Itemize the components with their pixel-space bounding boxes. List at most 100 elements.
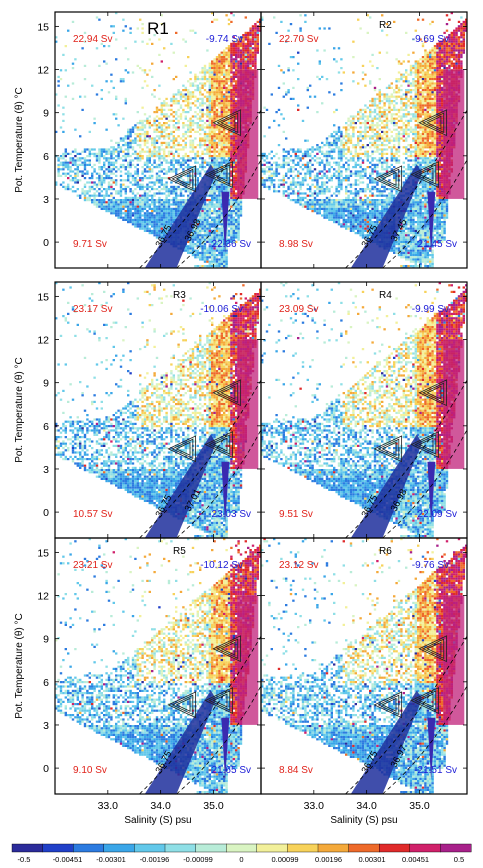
triangle-marker (373, 691, 403, 719)
triangle-marker (373, 165, 403, 193)
high-salinity-column (443, 69, 465, 199)
x-axis-title: Salinity (S) psu (124, 815, 191, 826)
isopycnal-line (176, 684, 261, 794)
panel-title: R6 (379, 546, 392, 557)
panel-title: R2 (379, 20, 392, 31)
triangle-marker (220, 385, 236, 400)
colorbar-label: 0.00099 (271, 855, 298, 864)
transport-top-right: -9.99 Sv (412, 304, 449, 315)
colorbar-swatch (164, 843, 197, 853)
colorbar-swatch (348, 843, 380, 853)
dense-water-tongue (350, 164, 423, 268)
triangle-marker (204, 687, 233, 714)
water-mass-markers (373, 635, 447, 719)
triangle-marker (175, 441, 191, 456)
heatmap-cells (261, 538, 467, 794)
colorbar-label: -0.00301 (96, 855, 126, 864)
high-salinity-column (237, 339, 259, 469)
y-tick-label: 12 (37, 335, 49, 347)
isopycnal-line (382, 684, 467, 794)
isopycnal-line (345, 635, 467, 794)
transport-top-left: 23.21 Sv (73, 560, 112, 571)
labels-layer: R1 22.94 Sv -9.74 Sv 9.71 Sv -22.36 Sv 0 3 6 9 12… (14, 19, 457, 826)
water-mass-markers (167, 379, 241, 463)
dense-water-tongue (144, 434, 217, 538)
colorbar: -0.5 -0.00451 -0.00301 -0.00196 -0.00099 0 0.0… (11, 843, 472, 864)
density-contours (139, 635, 261, 794)
x-tick-label: 33.0 (304, 800, 325, 812)
colorbar-label: -0.00451 (53, 855, 83, 864)
y-tick-label: 6 (43, 151, 49, 163)
triangle-marker (426, 385, 442, 400)
colorbar-swatch (134, 843, 166, 853)
panel-r6: 36.75 36.97 (261, 538, 467, 794)
transport-top-left: 23.17 Sv (73, 304, 112, 315)
transport-bottom-right: -23.03 Sv (208, 509, 251, 520)
colorbar-label: 0.00451 (402, 855, 429, 864)
high-salinity-column (443, 595, 465, 725)
triangle-marker (418, 167, 434, 182)
density-contours (139, 109, 261, 268)
triangle-marker (212, 167, 228, 182)
triangle-marker (212, 635, 241, 663)
isopycnal-line (176, 158, 261, 268)
heatmap-cells (55, 538, 261, 794)
panel-r4: 36.75 36.98 (261, 282, 467, 538)
y-tick-label: 0 (43, 507, 49, 519)
transport-bottom-left: 9.10 Sv (73, 765, 107, 776)
triangle-marker (204, 161, 233, 188)
colorbar-swatch (103, 843, 135, 853)
transport-bottom-left: 8.98 Sv (279, 239, 313, 250)
y-tick-label: 6 (43, 421, 49, 433)
isopycnal-line (382, 428, 467, 538)
triangle-marker (381, 171, 397, 186)
triangle-marker (175, 171, 191, 186)
transport-top-left: 23.12 Sv (279, 560, 318, 571)
y-tick-label: 12 (37, 65, 49, 77)
y-tick-label: 12 (37, 591, 49, 603)
dense-water-tongue (350, 690, 423, 794)
panel-frame (260, 11, 468, 269)
dense-water-tongue (144, 164, 217, 268)
isopycnal-line (139, 109, 261, 268)
deep-spike (427, 461, 436, 524)
colorbar-swatch (317, 843, 350, 853)
colorbar-label: -0.5 (18, 855, 31, 864)
density-contours (139, 379, 261, 538)
triangle-marker (216, 112, 239, 133)
colorbar-label: 0.00301 (358, 855, 385, 864)
transport-bottom-right: -21.45 Sv (414, 239, 457, 250)
triangle-marker (410, 687, 439, 714)
x-axis-title: Salinity (S) psu (330, 815, 397, 826)
high-salinity-column (443, 339, 465, 469)
y-tick-label: 3 (43, 194, 49, 206)
triangle-marker (418, 437, 434, 452)
transport-bottom-left: 10.57 Sv (73, 509, 112, 520)
triangle-marker (414, 164, 437, 185)
y-axis-title: Pot. Temperature (θ) °C (14, 87, 25, 193)
triangle-marker (422, 112, 445, 133)
triangle-marker (208, 434, 231, 455)
triangle-marker (212, 693, 228, 708)
colorbar-label: -0.00099 (183, 855, 213, 864)
colorbar-swatch (379, 843, 411, 853)
colorbar-swatch (11, 843, 44, 853)
x-tick-label: 35.0 (409, 800, 430, 812)
triangle-marker (216, 638, 239, 659)
deep-spike (427, 191, 436, 254)
y-tick-label: 15 (37, 21, 49, 33)
density-contours (345, 635, 467, 794)
triangle-marker (167, 435, 197, 463)
triangle-marker (410, 431, 439, 458)
colorbar-swatch (225, 843, 258, 853)
transport-bottom-right: -22.09 Sv (414, 509, 457, 520)
triangle-marker (418, 635, 447, 663)
heatmap-cells (261, 282, 467, 538)
high-salinity-column (237, 595, 259, 725)
water-mass-markers (373, 379, 447, 463)
y-tick-label: 15 (37, 291, 49, 303)
y-axis-title: Pot. Temperature (θ) °C (14, 357, 25, 463)
deep-spike (221, 191, 230, 254)
triangle-marker (167, 165, 197, 193)
